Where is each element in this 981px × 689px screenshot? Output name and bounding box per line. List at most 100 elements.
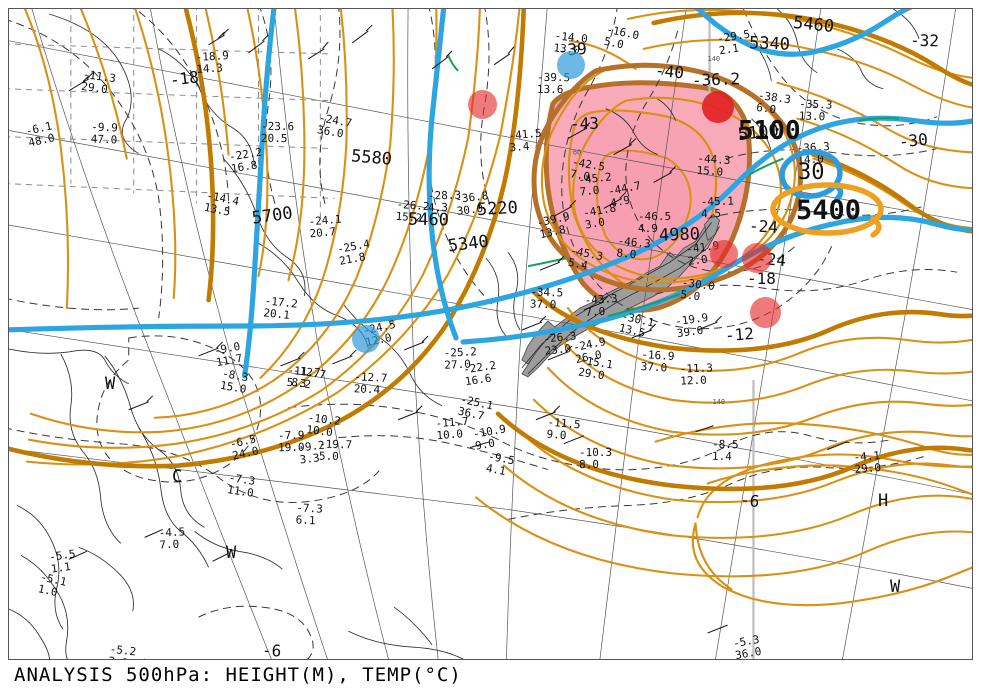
station-plot: -5.3 36.0 (732, 633, 763, 660)
height-contour-label: 5460 (407, 209, 450, 231)
temperature-contour-label: -6 (739, 489, 761, 512)
station-dewpoint-depression: 20.5 (260, 131, 288, 145)
station-plot: -8.3 15.0 (219, 367, 249, 396)
temperature-contour-label: -18 (168, 67, 200, 90)
pressure-system-glyph: H (878, 491, 889, 511)
station-plot: -5.5 1.1 (48, 547, 78, 575)
pressure-system-glyph: C (172, 467, 183, 487)
station-plot: -5.1 1.0 (37, 571, 68, 599)
station-plot: -11.7 10.0 (435, 415, 470, 442)
station-plot: -35.3 13.0 (798, 97, 833, 123)
station-plot: -11.7 5.3 (286, 364, 321, 391)
station-dewpoint-depression: 7.0 (158, 537, 180, 552)
cold-air-shading (543, 80, 753, 313)
height-contours-bold (9, 9, 972, 492)
annotation-marker-red-1[interactable] (468, 90, 497, 119)
station-plot: -18.9 14.3 (195, 49, 229, 76)
station-dewpoint-depression: 13.0 (798, 108, 826, 123)
station-plot: -16.9 37.0 (640, 348, 674, 374)
annotation-marker-blue-2[interactable] (352, 325, 380, 353)
station-temperature: -10.3 (578, 445, 613, 460)
station-plot: -46.5 4.9 (638, 211, 671, 234)
station-dewpoint-depression: 4.5 (700, 206, 722, 221)
annotation-marker-red-5[interactable] (750, 297, 781, 328)
station-plot: -12.7 20.4 (353, 370, 387, 397)
wind-barbs (68, 24, 848, 659)
station-plot: -11.3 29.0 (81, 68, 117, 96)
annotation-label-30: 30 (798, 160, 825, 185)
station-plot: -24.7 36.0 (316, 111, 353, 140)
station-plot: -11.3 12.0 (679, 361, 714, 388)
station-plot: -10.2 10.0 (306, 411, 342, 439)
temperature-contour-label: -24 (748, 216, 779, 237)
station-plot: -43.3 7.0 (584, 292, 619, 319)
station-plot: -6.5 24.0 (229, 433, 260, 463)
station-plot: -19.9 39.0 (674, 311, 711, 340)
station-plot: -9.5 4.1 (485, 450, 516, 479)
annotation-label-5100: 5100 (738, 116, 801, 146)
svg-text:140: 140 (708, 55, 721, 63)
station-dewpoint-depression: 8.0 (578, 457, 599, 471)
station-plot: -46.3 8.0 (616, 234, 651, 261)
station-temperature: -46.5 (638, 210, 672, 223)
station-plot: -4.1 29.0 (853, 449, 882, 476)
annotation-marker-red-2[interactable] (702, 91, 734, 123)
station-plot: -8.5 1.4 (711, 438, 739, 463)
jet-stream-axis (9, 9, 972, 379)
annotation-marker-red-4[interactable] (742, 243, 772, 273)
model-domain-box (9, 9, 335, 224)
temperature-contour-label: -36.2 (691, 69, 741, 90)
station-plot: -15.1 29.0 (577, 354, 613, 383)
svg-text:140: 140 (713, 398, 726, 406)
analysis-map[interactable]: 60 140 140 -6.1 48.0 -11.3 29.0 -9.9 47.0 -18.… (8, 8, 973, 660)
annotation-label-5400: 5400 (796, 195, 862, 226)
station-plot: -9.0 11.7 (213, 340, 244, 369)
height-contour-label: 4980 (658, 224, 701, 246)
station-plot: -24.1 20.7 (308, 213, 343, 240)
annotation-marker-red-3[interactable] (710, 240, 738, 268)
station-dewpoint-depression: 47.0 (90, 132, 118, 147)
grid-tick-labels: 60 140 140 (573, 55, 725, 406)
station-plot: -30.0 5.0 (680, 276, 716, 304)
svg-text:60: 60 (573, 149, 581, 157)
station-dewpoint-depression: 13.6 (536, 82, 564, 96)
station-dewpoint-depression: 36.0 (734, 644, 763, 660)
annotation-marker-blue-1[interactable] (557, 51, 585, 79)
temperature-contour-label: -12 (724, 324, 755, 345)
height-contour-label: 5340 (748, 33, 791, 55)
station-plot: -9.9 47.0 (90, 121, 118, 147)
station-dewpoint-depression: 7.0 (584, 304, 606, 319)
station-plot: -4.5 7.0 (158, 525, 186, 552)
station-dewpoint-depression: 14.3 (195, 60, 224, 76)
station-dewpoint-depression: 6.1 (295, 512, 316, 527)
height-contour-label: 5220 (476, 197, 519, 221)
chart-caption: ANALYSIS 500hPa: HEIGHT(M), TEMP(°C) (14, 664, 462, 686)
temperature-contour-label: -30 (897, 129, 929, 152)
station-dewpoint-depression: 29.0 (853, 460, 882, 476)
station-dewpoint-depression: 37.0 (529, 297, 557, 311)
temperature-contour-label: -18 (747, 269, 776, 288)
station-dewpoint-depression: 1.4 (711, 449, 732, 463)
height-contour-label: 5580 (350, 146, 393, 170)
temperature-contour-label: -43 (569, 113, 600, 134)
meridian-marks (708, 9, 755, 659)
station-plot: -42.5 7.0 (569, 155, 606, 184)
station-plot: -7.3 6.1 (295, 501, 323, 527)
pressure-system-glyph: W (105, 374, 116, 394)
station-plot: -45.1 4.5 (700, 195, 735, 221)
station-plot: -41.5 3.4 (508, 127, 543, 154)
station-dewpoint-depression: 12.0 (679, 373, 707, 388)
temperature-contour-label: -40 (654, 60, 685, 83)
station-plot: -9.2 3.3 (298, 439, 327, 466)
station-plot: -7.3 11.0 (226, 471, 256, 499)
height-contours (23, 9, 972, 607)
station-dewpoint-depression: 20.4 (353, 381, 381, 397)
pressure-system-glyph: W (226, 543, 237, 563)
station-plot: -10.3 8.0 (578, 445, 613, 471)
temperature-contour-label: -6 (261, 640, 282, 660)
station-plot: -34.5 37.0 (529, 286, 564, 311)
temperature-contour-label: -32 (909, 30, 940, 51)
station-plot: -11.5 9.0 (546, 416, 581, 443)
pressure-system-glyph: W (890, 577, 901, 597)
